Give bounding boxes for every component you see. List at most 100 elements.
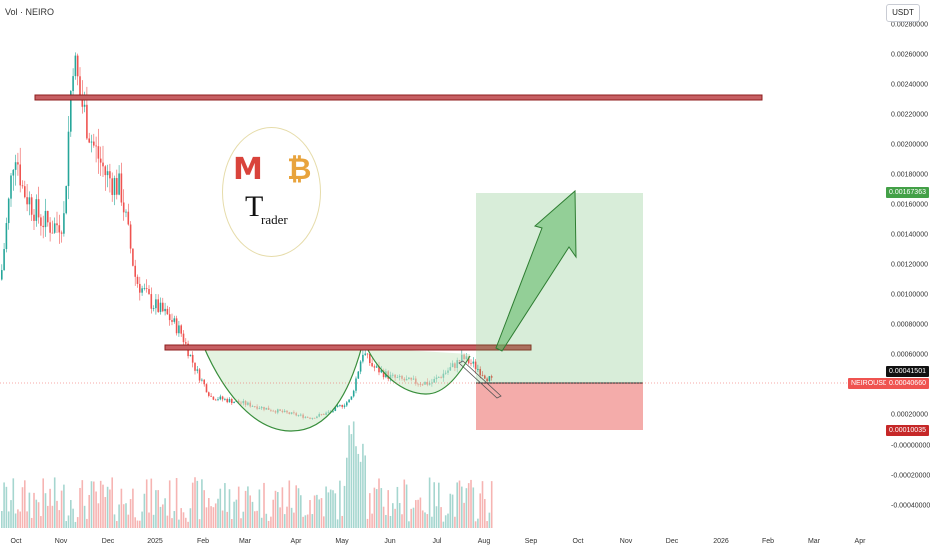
volume-bar — [136, 520, 139, 528]
candle-body — [65, 186, 67, 214]
volume-bar — [53, 477, 56, 528]
price-axis: 0.00280000 0.00260000 0.00240000 0.00220000… — [891, 22, 930, 510]
price-tick-label: 0.00160000 — [891, 202, 928, 209]
symbol-tag: NEIROUSDT — [848, 378, 896, 389]
candle-body — [164, 308, 166, 312]
volume-bar — [244, 490, 247, 528]
volume-bar — [242, 511, 245, 528]
volume-bar — [396, 486, 399, 528]
volume-bar — [148, 512, 150, 528]
volume-bar — [228, 489, 231, 528]
volume-bar — [371, 513, 373, 528]
volume-bar — [297, 488, 300, 528]
volume-bar — [44, 493, 47, 528]
volume-bar — [378, 478, 380, 528]
volume-bar — [327, 492, 330, 528]
candle-body — [373, 366, 376, 368]
candle-body — [109, 171, 111, 179]
candle-body — [486, 378, 488, 382]
volume-bar — [208, 498, 210, 528]
volume-bar — [5, 486, 8, 528]
candle-body — [339, 405, 341, 406]
volume-bar — [205, 507, 208, 528]
volume-bar — [479, 493, 481, 528]
volume-bar — [219, 488, 222, 528]
candle-body — [212, 396, 215, 400]
candle-body — [143, 288, 146, 290]
candle-body — [10, 175, 12, 199]
volume-bar — [97, 503, 100, 528]
time-tick-label: Oct — [11, 538, 22, 545]
neckline-zone[interactable] — [164, 344, 532, 351]
volume-bar — [490, 481, 493, 528]
volume-bar — [49, 488, 51, 528]
volume-bar — [24, 480, 26, 528]
candle-body — [467, 356, 470, 364]
volume-bar — [3, 482, 5, 528]
volume-bar — [364, 455, 366, 528]
candle-body — [336, 405, 339, 408]
candle-body — [233, 401, 235, 404]
volume-bar — [33, 492, 35, 528]
candle-body — [226, 398, 228, 403]
target-price-tag: 0.00167363 — [886, 187, 929, 198]
candle-body — [44, 210, 47, 228]
candle-body — [201, 379, 203, 381]
candle-body — [127, 211, 130, 225]
volume-bar — [129, 499, 132, 528]
upper-resistance-zone[interactable] — [34, 94, 763, 101]
volume-bar — [30, 517, 33, 528]
volume-bar — [438, 482, 440, 528]
candle-body — [180, 325, 182, 334]
candle-body — [86, 104, 88, 139]
volume-bar — [70, 500, 72, 528]
logo-t: T — [245, 190, 264, 223]
candle-body — [162, 302, 164, 312]
volume-bar — [477, 518, 479, 528]
price-tick-label: 0.00260000 — [891, 52, 928, 59]
volume-bar — [281, 487, 284, 528]
volume-bar — [366, 518, 369, 528]
volume-bar — [472, 487, 475, 528]
volume-bar — [162, 504, 164, 528]
candle-body — [148, 289, 150, 295]
volume-bar — [72, 508, 74, 528]
volume-bar — [125, 503, 127, 528]
volume-bar — [267, 520, 270, 528]
candle-body — [79, 76, 81, 96]
candle-body — [139, 283, 141, 293]
candle-body — [24, 186, 26, 198]
volume-bar — [463, 502, 465, 528]
candle-body — [76, 55, 79, 77]
price-tick-label: -0.00000000 — [891, 443, 930, 450]
time-tick-label: Jul — [433, 538, 442, 545]
volume-bar — [198, 519, 201, 528]
volume-bar — [288, 480, 291, 528]
volume-bar — [109, 489, 111, 528]
volume-bar — [212, 507, 215, 528]
volume-bar — [122, 504, 125, 528]
currency-selector[interactable]: USDT — [886, 4, 920, 22]
candle-body — [7, 198, 10, 224]
volume-bar — [272, 499, 274, 528]
price-tick-label: 0.00140000 — [891, 232, 928, 239]
volume-bar — [88, 494, 90, 528]
candle-body — [104, 166, 107, 176]
volume-bar — [451, 494, 454, 528]
cup-line — [202, 344, 363, 432]
volume-bar — [332, 490, 334, 528]
volume-bar — [481, 481, 484, 528]
volume-bar — [318, 499, 320, 528]
volume-bar — [235, 499, 238, 528]
candle-body — [371, 363, 373, 367]
volume-bar — [118, 504, 120, 528]
loss-zone[interactable] — [476, 383, 643, 430]
volume-bar — [417, 499, 419, 528]
volume-bar — [369, 493, 371, 528]
volume-bar — [359, 461, 362, 528]
volume-bar — [185, 517, 187, 528]
candle-body — [341, 405, 343, 407]
volume-bar — [102, 484, 104, 528]
candle-body — [219, 396, 222, 400]
